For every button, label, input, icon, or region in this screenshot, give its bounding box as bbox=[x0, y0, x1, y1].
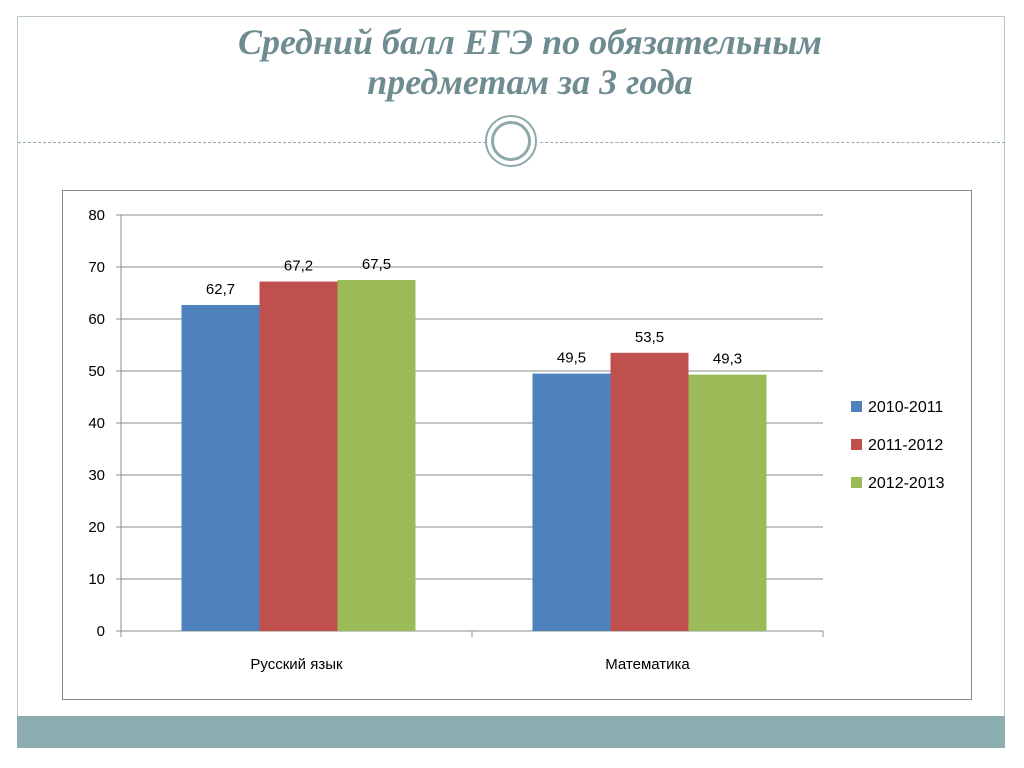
legend-swatch bbox=[851, 439, 862, 450]
bar bbox=[337, 280, 416, 631]
y-tick-label: 40 bbox=[88, 415, 105, 432]
bar bbox=[610, 352, 689, 631]
legend-label: 2012-2013 bbox=[868, 475, 945, 492]
y-tick-label: 50 bbox=[88, 363, 105, 380]
chart-container: 0 10 20 30 40 50 60 70 80 62,7 67,2 67,5 Русский язы… bbox=[62, 190, 972, 700]
data-label: 49,3 bbox=[713, 351, 742, 368]
category-label: Русский язык bbox=[250, 656, 343, 673]
category-label: Математика bbox=[605, 656, 690, 673]
y-tick-label: 60 bbox=[88, 311, 105, 328]
legend-label: 2010-2011 bbox=[868, 399, 943, 416]
y-tick-label: 30 bbox=[88, 467, 105, 484]
data-label: 67,5 bbox=[362, 256, 391, 273]
circle-ornament-inner bbox=[491, 121, 531, 161]
legend-swatch bbox=[851, 401, 862, 412]
y-tick-label: 0 bbox=[97, 623, 105, 640]
bar bbox=[688, 374, 767, 631]
bar bbox=[259, 281, 338, 631]
circle-ornament-icon bbox=[485, 115, 537, 167]
data-label: 67,2 bbox=[284, 258, 313, 275]
data-label: 49,5 bbox=[557, 350, 586, 367]
slide-title-line-1: Средний балл ЕГЭ по обязательным bbox=[238, 22, 822, 62]
bar-chart: 0 10 20 30 40 50 60 70 80 62,7 67,2 67,5 Русский язы… bbox=[88, 207, 945, 673]
y-tick-label: 10 bbox=[88, 571, 105, 588]
title-divider-left bbox=[18, 142, 486, 143]
data-label: 53,5 bbox=[635, 329, 664, 346]
legend-swatch bbox=[851, 477, 862, 488]
title-divider-right bbox=[540, 142, 1005, 143]
legend-label: 2011-2012 bbox=[868, 437, 943, 454]
bar bbox=[532, 373, 611, 631]
y-tick-label: 20 bbox=[88, 519, 105, 536]
y-tick-label: 80 bbox=[88, 207, 105, 224]
data-label: 62,7 bbox=[206, 281, 235, 298]
footer-accent-bar bbox=[17, 716, 1005, 748]
slide-title-line-2: предметам за 3 года bbox=[367, 62, 693, 102]
slide-title: Средний балл ЕГЭ по обязательным предмет… bbox=[150, 22, 910, 102]
y-tick-label: 70 bbox=[88, 259, 105, 276]
bar bbox=[181, 304, 260, 631]
